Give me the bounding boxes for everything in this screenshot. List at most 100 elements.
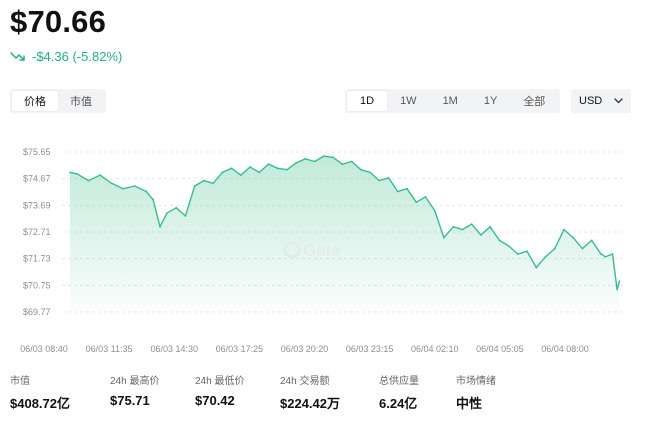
data-point [159, 225, 161, 228]
price-change: -$4.36 (-5.82%) [10, 49, 122, 64]
data-point [152, 198, 155, 201]
x-tick-label: 06/03 14:30 [150, 344, 198, 354]
tab-range-all[interactable]: 全部 [523, 96, 546, 108]
chevron-down-icon [614, 98, 623, 104]
data-point [99, 174, 101, 177]
data-point [230, 167, 233, 170]
y-tick-label: $75.65 [23, 147, 51, 157]
tab-range-1y[interactable]: 1Y [483, 95, 498, 107]
x-tick-label: 06/03 17:25 [216, 344, 264, 354]
x-tick-label: 06/03 23:15 [346, 344, 394, 354]
data-point [122, 187, 124, 190]
stat-label: 市值 [10, 376, 30, 387]
stat-market-cap: 市值 $408.72亿 [10, 372, 70, 412]
data-point [276, 167, 279, 170]
data-point [479, 234, 482, 236]
data-point [304, 157, 307, 160]
stat-label: 24h 最低价 [195, 376, 245, 387]
data-point [396, 190, 399, 193]
data-point [166, 212, 168, 215]
stat-value: $70.42 [195, 393, 235, 408]
data-point [267, 163, 270, 166]
data-point [295, 161, 298, 164]
y-tick-label: $71.73 [23, 254, 51, 264]
stat-value: $224.42万 [280, 396, 340, 411]
data-point [526, 250, 528, 253]
data-point [369, 171, 371, 174]
data-point [378, 179, 381, 182]
gate-watermark: Gate [283, 241, 341, 260]
data-point [133, 185, 136, 187]
y-tick-label: $69.77 [23, 307, 51, 317]
data-point [239, 174, 242, 177]
y-tick-label: $72.71 [23, 227, 51, 237]
data-point [498, 239, 501, 242]
price-change-text: -$4.36 (-5.82%) [32, 49, 123, 64]
data-point [424, 195, 427, 198]
current-price: $70.66 [10, 4, 107, 39]
data-point [415, 201, 418, 204]
data-point [323, 155, 325, 157]
stat-value: $408.72亿 [10, 396, 70, 411]
data-point [184, 215, 187, 217]
data-point [443, 236, 445, 239]
data-point [563, 228, 565, 231]
data-point [350, 160, 353, 163]
tab-range-1d[interactable]: 1D [347, 91, 388, 111]
data-point [193, 185, 196, 187]
stat-label: 24h 交易额 [280, 376, 330, 387]
stat-value: $75.71 [110, 393, 150, 408]
stat-value: 6.24亿 [379, 396, 418, 411]
data-point [387, 176, 390, 179]
stat-market-sentiment: 市场情绪 中性 [456, 372, 496, 412]
x-tick-label: 06/04 08:00 [541, 344, 589, 354]
trend-down-icon [10, 51, 25, 61]
data-point [249, 166, 251, 168]
data-point [221, 171, 224, 174]
currency-select[interactable]: USD [571, 89, 631, 113]
data-point [76, 172, 78, 175]
x-tick-label: 06/04 05:05 [476, 344, 524, 354]
stat-24h-high: 24h 最高价 $75.71 [110, 372, 159, 408]
data-point [461, 228, 464, 231]
stat-total-supply: 总供应量 6.24亿 [379, 372, 419, 412]
data-point [600, 253, 602, 255]
x-tick-label: 06/03 08:40 [20, 344, 68, 354]
data-point [433, 209, 436, 212]
tab-range-1w[interactable]: 1W [400, 95, 417, 107]
data-point [145, 190, 148, 193]
stat-value: 中性 [456, 396, 483, 411]
data-point [359, 168, 362, 171]
currency-value: USD [579, 95, 603, 107]
y-tick-label: $70.75 [23, 280, 51, 290]
watermark-text: Gate [303, 241, 341, 260]
tab-market-cap[interactable]: 市值 [70, 96, 92, 108]
x-tick-label: 06/04 02:10 [411, 344, 459, 354]
data-point [406, 187, 408, 190]
price-chart: $75.65 $74.67 $73.69 $72.71 $71.73 $70.75 $69.… [20, 147, 624, 354]
data-point [516, 253, 519, 255]
stat-24h-volume: 24h 交易额 $224.42万 [280, 372, 340, 412]
data-point [604, 255, 607, 258]
stat-24h-low: 24h 最低价 $70.42 [195, 372, 244, 408]
data-point [535, 266, 538, 269]
price-area [70, 156, 620, 312]
data-point [341, 163, 344, 166]
data-point [332, 156, 335, 159]
y-tick-label: $74.67 [23, 174, 51, 184]
metric-tabs: 价格 市值 [10, 89, 106, 113]
stat-label: 24h 最高价 [110, 376, 160, 387]
data-point [544, 255, 547, 258]
data-point [581, 247, 584, 250]
data-point [507, 244, 510, 247]
tab-range-1m[interactable]: 1M [442, 95, 458, 107]
data-point [452, 225, 455, 228]
data-point [175, 206, 178, 209]
tab-price[interactable]: 价格 [12, 91, 58, 111]
data-point [69, 171, 71, 174]
data-point [87, 179, 90, 182]
data-point [611, 253, 614, 255]
data-point [489, 225, 492, 228]
data-point [616, 288, 618, 291]
data-point [110, 182, 113, 185]
